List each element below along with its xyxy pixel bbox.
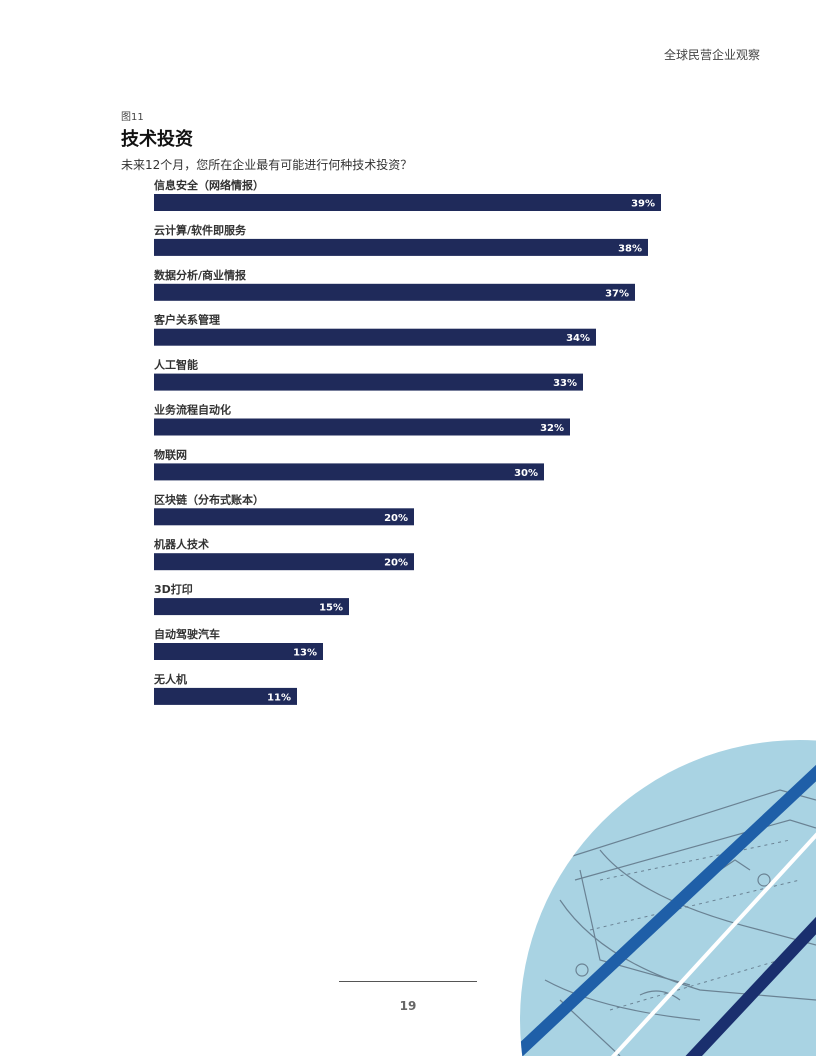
bar-chart: 信息安全（网络情报） 39% 云计算/软件即服务 38% 数据分析/商业情报 37% 客户关… (153, 178, 661, 705)
value-label: 37% (605, 288, 629, 299)
category-label: 机器人技术 (154, 537, 209, 551)
bar (154, 238, 648, 256)
category-label: 信息安全（网络情报） (154, 178, 264, 192)
bar (154, 194, 661, 211)
bar (154, 373, 583, 391)
bar (154, 283, 635, 301)
category-label: 数据分析/商业情报 (154, 268, 247, 282)
header-title: 全球民营企业观察 (663, 48, 760, 62)
bar (154, 687, 297, 705)
category-label: 业务流程自动化 (154, 403, 231, 417)
chart-subtitle: 未来12个月，您所在企业最有可能进行何种技术投资？ (121, 158, 413, 172)
bar (154, 463, 544, 481)
category-label: 无人机 (153, 672, 187, 686)
value-label: 30% (514, 468, 538, 479)
category-label: 3D打印 (154, 582, 193, 596)
value-label: 11% (267, 692, 291, 703)
value-label: 39% (631, 199, 655, 210)
value-label: 34% (566, 333, 590, 344)
chart-title: 技术投资 (121, 129, 193, 150)
page-number: 19 (399, 999, 417, 1013)
category-label: 云计算/软件即服务 (154, 223, 247, 237)
value-label: 20% (384, 513, 408, 524)
category-label: 区块链（分布式账本） (154, 492, 264, 506)
value-label: 13% (293, 648, 317, 659)
value-label: 38% (618, 243, 642, 254)
bar (154, 418, 570, 436)
value-label: 15% (319, 603, 343, 614)
category-label: 自动驾驶汽车 (154, 627, 220, 641)
category-label: 物联网 (154, 447, 187, 461)
bar (154, 508, 414, 526)
figure-label: 图11 (121, 112, 144, 123)
bar (154, 643, 323, 660)
value-label: 33% (553, 378, 577, 389)
category-label: 客户关系管理 (153, 313, 220, 327)
bar (154, 598, 349, 616)
value-label: 32% (540, 423, 564, 434)
category-label: 人工智能 (154, 358, 198, 372)
value-label: 20% (384, 558, 408, 569)
footer-rule (339, 981, 477, 982)
bar (154, 328, 596, 346)
bar (154, 553, 414, 571)
